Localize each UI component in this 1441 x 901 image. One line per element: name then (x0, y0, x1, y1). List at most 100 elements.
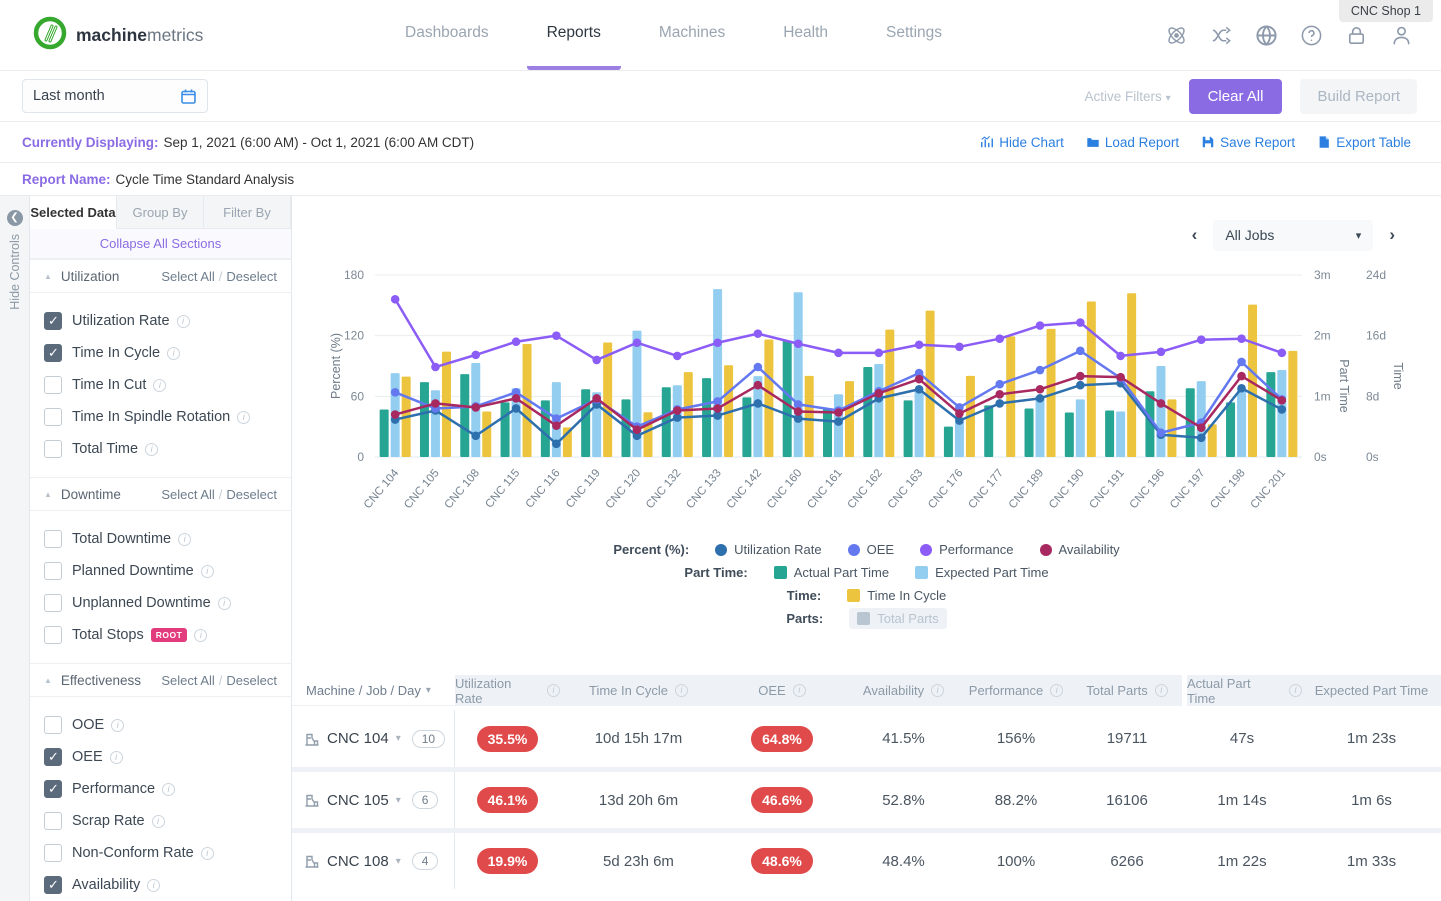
hide-controls-toggle[interactable]: ❮ Hide Controls (0, 196, 30, 901)
checkbox-checked[interactable] (44, 748, 62, 766)
select-all-link[interactable]: Select All (161, 486, 215, 502)
checkbox-checked[interactable] (44, 344, 62, 362)
select-all-link[interactable]: Select All (161, 268, 215, 284)
nav-item-health[interactable]: Health (783, 24, 829, 41)
checkbox-unchecked[interactable] (44, 530, 62, 548)
shop-badge[interactable]: CNC Shop 1 (1338, 0, 1433, 22)
select-all-link[interactable]: Select All (161, 672, 215, 688)
table-row-cnc-108[interactable]: CNC 108 ▾ 4 19.9% 5d 23h 6m 48.6% 48.4% 100% 626… (292, 828, 1441, 889)
checkbox-unchecked[interactable] (44, 408, 62, 426)
metric-checkbox-unplanned-downtime[interactable]: Unplanned Downtime i (30, 587, 291, 619)
nav-item-dashboards[interactable]: Dashboards (405, 24, 489, 41)
tab-selected-data[interactable]: Selected Data (30, 196, 117, 229)
checkbox-unchecked[interactable] (44, 626, 62, 644)
info-icon[interactable]: i (145, 442, 159, 456)
checkbox-unchecked[interactable] (44, 376, 62, 394)
expand-chevron-icon[interactable]: ▾ (395, 733, 401, 744)
table-row-cnc-104[interactable]: CNC 104 ▾ 10 35.5% 10d 15h 17m 64.8% 41.5% 156%… (292, 706, 1441, 767)
user-icon[interactable] (1390, 24, 1413, 47)
globe-icon[interactable] (1255, 24, 1278, 47)
info-icon[interactable]: i (111, 718, 125, 732)
info-icon[interactable]: i (1289, 684, 1302, 697)
metric-checkbox-time-in-cut[interactable]: Time In Cut i (30, 369, 291, 401)
hide-chart-link[interactable]: Hide Chart (980, 135, 1064, 150)
jobs-select[interactable]: All Jobs ▾ (1213, 219, 1374, 251)
checkbox-unchecked[interactable] (44, 844, 62, 862)
section-header-effectiveness[interactable]: ▲ Effectiveness Select All / Deselect (30, 663, 291, 697)
legend-entry-availability[interactable]: Availability (1039, 542, 1120, 557)
metric-checkbox-planned-downtime[interactable]: Planned Downtime i (30, 555, 291, 587)
brand[interactable]: machinemetrics (33, 0, 203, 70)
info-icon[interactable]: i (547, 684, 560, 697)
machine-cell[interactable]: CNC 108 ▾ 4 (292, 833, 455, 889)
info-icon[interactable]: i (109, 750, 123, 764)
metric-checkbox-availability[interactable]: Availability i (30, 869, 291, 901)
info-icon[interactable]: i (237, 410, 251, 424)
info-icon[interactable]: i (1154, 684, 1168, 697)
legend-entry-expected-part-time[interactable]: Expected Part Time (915, 565, 1049, 580)
section-header-utilization[interactable]: ▲ Utilization Select All / Deselect (30, 259, 291, 293)
info-icon[interactable]: i (167, 346, 181, 360)
checkbox-checked[interactable] (44, 876, 62, 894)
deselect-link[interactable]: Deselect (226, 672, 277, 688)
checkbox-unchecked[interactable] (44, 440, 62, 458)
lock-icon[interactable] (1345, 24, 1368, 47)
machine-cell[interactable]: CNC 105 ▾ 6 (292, 772, 455, 828)
checkbox-unchecked[interactable] (44, 562, 62, 580)
nav-item-machines[interactable]: Machines (658, 24, 726, 41)
legend-entry-actual-part-time[interactable]: Actual Part Time (773, 565, 889, 580)
date-range-picker[interactable]: Last month (22, 79, 208, 113)
info-icon[interactable]: i (178, 532, 192, 546)
column-header-machine-job-day[interactable]: Machine / Job / Day ▾ (292, 675, 455, 706)
save-report-link[interactable]: Save Report (1201, 135, 1295, 150)
expand-chevron-icon[interactable]: ▾ (395, 794, 401, 806)
info-icon[interactable]: i (147, 878, 161, 892)
checkbox-checked[interactable] (44, 780, 62, 798)
build-report-button[interactable]: Build Report (1300, 78, 1417, 114)
metric-checkbox-time-in-spindle-rotation[interactable]: Time In Spindle Rotation i (30, 401, 291, 433)
help-icon[interactable] (1300, 24, 1323, 47)
info-icon[interactable]: i (217, 596, 231, 610)
legend-entry-performance[interactable]: Performance (920, 542, 1014, 557)
info-icon[interactable]: i (931, 684, 945, 697)
info-icon[interactable]: i (151, 814, 165, 828)
nav-item-settings[interactable]: Settings (886, 24, 943, 41)
tab-filter-by[interactable]: Filter By (204, 196, 291, 229)
metric-checkbox-time-in-cycle[interactable]: Time In Cycle i (30, 337, 291, 369)
checkbox-unchecked[interactable] (44, 812, 62, 830)
next-job-button[interactable]: › (1389, 225, 1395, 244)
legend-entry-oee[interactable]: OEE (847, 542, 894, 557)
info-icon[interactable]: i (1050, 684, 1064, 697)
deselect-link[interactable]: Deselect (226, 486, 277, 502)
prev-job-button[interactable]: ‹ (1191, 225, 1198, 244)
info-icon[interactable]: i (674, 684, 688, 697)
clear-all-button[interactable]: Clear All (1188, 78, 1283, 114)
metric-checkbox-total-downtime[interactable]: Total Downtime i (30, 523, 291, 555)
legend-entry-time-in-cycle[interactable]: Time In Cycle (847, 588, 946, 603)
section-header-downtime[interactable]: ▲ Downtime Select All / Deselect (30, 477, 291, 511)
legend-entry-utilization-rate[interactable]: Utilization Rate (715, 542, 822, 557)
info-icon[interactable]: i (792, 684, 806, 697)
metric-checkbox-scrap-rate[interactable]: Scrap Rate i (30, 805, 291, 837)
tab-group-by[interactable]: Group By (117, 196, 204, 229)
load-report-link[interactable]: Load Report (1086, 135, 1179, 150)
info-icon[interactable]: i (153, 378, 167, 392)
deselect-link[interactable]: Deselect (226, 268, 277, 284)
info-icon[interactable]: i (200, 564, 214, 578)
info-icon[interactable]: i (194, 628, 208, 642)
metric-checkbox-total-time[interactable]: Total Time i (30, 433, 291, 465)
checkbox-unchecked[interactable] (44, 594, 62, 612)
nav-item-reports[interactable]: Reports (526, 0, 621, 70)
table-row-cnc-105[interactable]: CNC 105 ▾ 6 46.1% 13d 20h 6m 46.6% 52.8% 88.2% 1… (292, 767, 1441, 828)
chevron-down-icon[interactable]: ▾ (425, 684, 431, 696)
info-icon[interactable]: i (200, 846, 214, 860)
metric-checkbox-non-conform-rate[interactable]: Non-Conform Rate i (30, 837, 291, 869)
export-table-link[interactable]: Export Table (1317, 135, 1411, 150)
metric-checkbox-performance[interactable]: Performance i (30, 773, 291, 805)
active-filters-dropdown[interactable]: Active Filters ▾ (1084, 88, 1171, 104)
metric-checkbox-utilization-rate[interactable]: Utilization Rate i (30, 305, 291, 337)
machine-cell[interactable]: CNC 104 ▾ 10 (292, 710, 455, 767)
metric-checkbox-oee[interactable]: OEE i (30, 741, 291, 773)
expand-chevron-icon[interactable]: ▾ (395, 855, 401, 867)
checkbox-checked[interactable] (44, 312, 62, 330)
